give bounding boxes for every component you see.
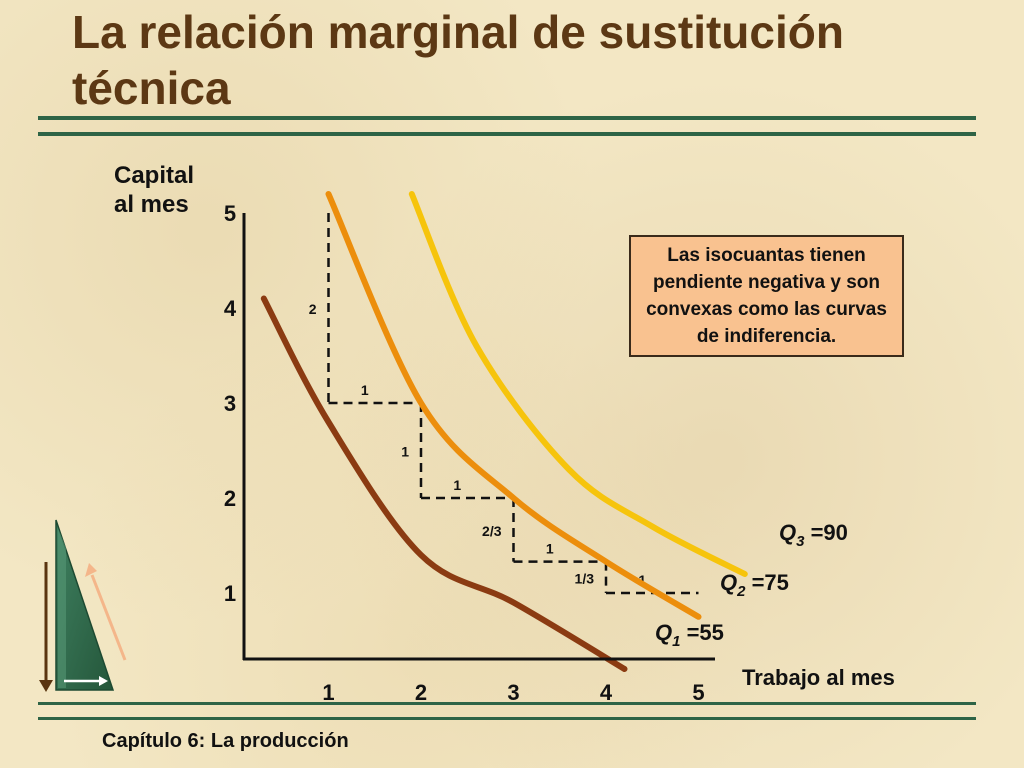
title-divider-bottom	[38, 132, 976, 136]
note-box: Las isocuantas tienen pendiente negativa…	[629, 235, 904, 357]
isoquant-label-q2: Q2 =75	[720, 570, 789, 600]
isoquant-curve-q2	[325, 191, 702, 620]
slide-decoration	[39, 519, 127, 692]
mrts-steps: 2 1 1 1 2/3 1 1/3 1	[309, 213, 699, 595]
footer-divider-top	[38, 702, 976, 705]
green-triangle-shape	[55, 519, 115, 691]
step-labor-change-label: 1	[546, 541, 554, 557]
footer-divider-bottom	[38, 717, 976, 720]
y-tick-label: 3	[224, 391, 236, 416]
down-arrow-head-icon	[39, 680, 53, 692]
footer-text: Capítulo 6: La producción	[102, 730, 349, 752]
x-axis-label: Trabajo al mes	[742, 665, 895, 690]
x-tick-label: 4	[600, 680, 613, 705]
step-labor-change-label: 1	[361, 382, 369, 398]
isoquant-label-q3: Q3 =90	[779, 520, 848, 550]
right-arrow-head-icon	[99, 676, 108, 686]
y-tick-label: 2	[224, 486, 236, 511]
up-arrow-icon	[90, 574, 127, 661]
step-capital-change-label: 2	[309, 301, 317, 317]
x-tick-label: 3	[507, 680, 519, 705]
up-arrow-head-icon	[85, 563, 97, 577]
x-tick-label: 2	[415, 680, 427, 705]
isoquant-curve-q3	[408, 191, 748, 577]
y-tick-label: 4	[224, 296, 237, 321]
series-labels: Q1 =55 Q2 =75 Q3 =90	[655, 520, 848, 650]
step-labor-change-label: 1	[638, 572, 646, 588]
green-triangle-highlight	[58, 528, 66, 688]
y-tick-label: 5	[224, 201, 236, 226]
isoquant-curves	[260, 191, 748, 672]
step-capital-change-label: 2/3	[482, 523, 502, 539]
isoquant-label-q1: Q1 =55	[655, 620, 724, 650]
step-capital-change-label: 1	[401, 444, 409, 460]
y-axis-label-line1: Capital	[114, 162, 194, 189]
x-tick-label: 1	[322, 680, 334, 705]
x-tick-label: 5	[692, 680, 704, 705]
y-tick-label: 1	[224, 581, 236, 606]
isoquant-curve-q1	[260, 295, 628, 672]
slide-title: La relación marginal de sustitución técn…	[72, 6, 844, 114]
axis-ticks: 1 2 3 4 5 1 2 3 4 5	[224, 201, 705, 705]
y-axis-label-line2: al mes	[114, 191, 189, 218]
step-labor-change-label: 1	[453, 477, 461, 493]
title-divider-top	[38, 116, 976, 120]
step-capital-change-label: 1/3	[575, 570, 595, 586]
